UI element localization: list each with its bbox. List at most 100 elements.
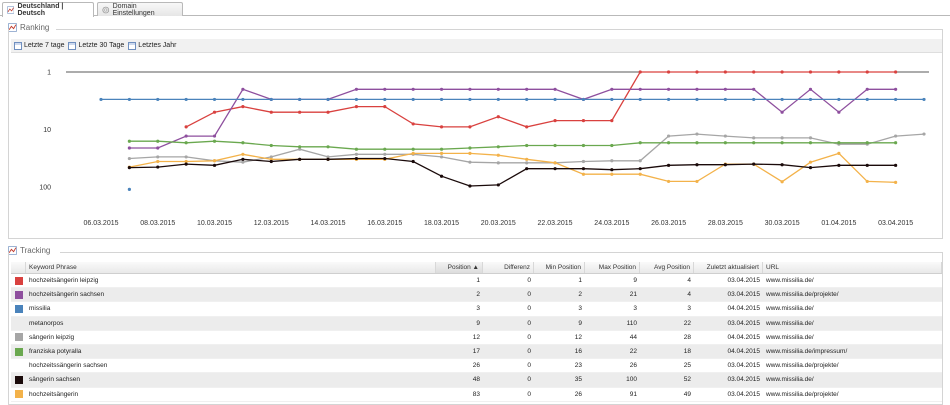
position-cell: 48: [472, 376, 480, 384]
data-point: [525, 161, 529, 165]
x-tick-label: 01.04.2015: [821, 220, 856, 227]
updated-cell: 03.04.2015: [727, 319, 760, 327]
series-swatch[interactable]: [14, 333, 23, 342]
data-point: [894, 134, 898, 138]
data-point: [525, 167, 529, 171]
tab-deutschland[interactable]: Deutschland | Deutsch: [2, 2, 94, 17]
table-row[interactable]: hochzeitsängerin leipzig 1 0 1 9 4 03.04.2015 w…: [11, 274, 942, 289]
chart-icon: [8, 23, 17, 32]
table-row[interactable]: sängerin sachsen 48 0 35 100 52 03.04.2015 www.…: [11, 373, 942, 388]
data-point: [326, 97, 330, 102]
data-point: [666, 134, 671, 138]
table-row[interactable]: hochzeitssängerin sachsen 26 0 23 26 25 03.04.…: [11, 359, 942, 374]
ranking-toolbar: Letzte 7 tage Letzte 30 Tage Letztes Jah…: [11, 39, 942, 53]
data-point: [156, 155, 160, 159]
min-cell: 12: [574, 333, 582, 341]
data-point: [269, 155, 273, 159]
data-point: [354, 87, 359, 91]
data-point: [212, 97, 217, 102]
col-position[interactable]: Position ▲: [436, 262, 483, 273]
col-min[interactable]: Min Position: [534, 262, 585, 273]
x-tick-label: 10.03.2015: [197, 220, 232, 227]
last-7-days-button[interactable]: Letzte 7 tage: [14, 41, 64, 50]
data-point: [894, 97, 898, 102]
data-point: [127, 166, 131, 170]
x-tick-label: 24.03.2015: [594, 220, 629, 227]
data-point: [298, 157, 302, 161]
data-point: [752, 141, 756, 145]
data-point: [496, 115, 500, 119]
button-label: Letztes Jahr: [138, 42, 177, 49]
data-point: [808, 97, 813, 102]
col-max[interactable]: Max Position: [585, 262, 640, 273]
series-swatch[interactable]: [14, 290, 23, 299]
last-year-button[interactable]: Letztes Jahr: [128, 41, 177, 50]
series-swatch[interactable]: [14, 304, 23, 313]
table-row[interactable]: metanorpos 9 0 9 110 22 03.04.2015 www.missilia…: [11, 316, 942, 331]
avg-cell: 25: [683, 362, 691, 370]
data-point: [241, 105, 245, 109]
tab-domain-einstellungen[interactable]: Domain Einstellungen: [97, 2, 183, 17]
data-point: [610, 97, 614, 102]
data-point: [922, 97, 926, 102]
x-tick-label: 14.03.2015: [311, 220, 346, 227]
min-cell: 23: [574, 362, 582, 370]
data-point: [610, 168, 614, 172]
series-swatch[interactable]: [14, 347, 23, 356]
data-point: [326, 145, 330, 149]
diff-cell: 0: [527, 362, 531, 370]
x-tick-label: 18.03.2015: [424, 220, 459, 227]
col-avg[interactable]: Avg Position: [640, 262, 694, 273]
data-point: [496, 97, 500, 102]
data-point: [865, 141, 869, 145]
series-swatch[interactable]: [14, 375, 23, 384]
data-point: [383, 152, 387, 156]
data-point: [156, 165, 160, 169]
data-point: [241, 97, 245, 102]
col-keyword[interactable]: Keyword Phrase: [26, 262, 436, 273]
series-color-cell: [11, 331, 26, 344]
data-point: [695, 163, 699, 167]
table-row[interactable]: missilia 3 0 3 3 3 04.04.2015 www.missilia.de/: [11, 302, 942, 317]
updated-cell: 03.04.2015: [727, 277, 760, 284]
data-point: [269, 110, 273, 114]
data-point: [468, 151, 472, 155]
data-point: [752, 162, 756, 166]
series-swatch[interactable]: [14, 276, 23, 285]
ranking-chart: 1 10 100 06.03.2015 08.03.2015 10.03.2015 12.0…: [39, 70, 929, 227]
data-point: [837, 141, 841, 145]
table-row[interactable]: sängerin leipzig 12 0 12 44 28 04.04.2015 www.m…: [11, 331, 942, 345]
max-cell: 44: [629, 333, 637, 341]
data-point: [865, 97, 869, 102]
keyword-cell: sängerin sachsen: [29, 376, 80, 384]
data-point: [894, 87, 898, 91]
data-point: [695, 97, 699, 102]
calendar-icon: [128, 41, 137, 50]
data-point: [127, 97, 131, 102]
data-point: [780, 180, 784, 184]
x-tick-label: 06.03.2015: [83, 220, 118, 227]
calendar-icon: [14, 41, 22, 50]
diff-cell: 0: [527, 390, 531, 398]
table-row[interactable]: franziska potyralla 17 0 16 22 18 04.04.2015 ww…: [11, 344, 942, 360]
data-point: [184, 159, 188, 164]
max-cell: 100: [626, 376, 637, 384]
data-point: [695, 141, 699, 145]
data-point: [837, 110, 841, 114]
series-swatch[interactable]: [14, 390, 23, 399]
url-cell: www.missilia.de/: [766, 305, 814, 313]
data-point: [269, 143, 273, 148]
position-cell: 2: [476, 291, 480, 299]
col-url[interactable]: URL: [763, 262, 942, 273]
data-point: [723, 87, 727, 91]
data-point: [241, 87, 245, 91]
table-row[interactable]: hochzeitsängerin 83 0 26 91 49 03.04.2015 www.m…: [11, 388, 942, 402]
y-tick-label: 10: [43, 127, 51, 134]
col-diff[interactable]: Differenz: [483, 262, 534, 273]
col-updated[interactable]: Zuletzt aktualisiert: [694, 262, 763, 273]
table-row[interactable]: hochzeitsängerin sachsen 2 0 2 21 4 03.04.2015…: [11, 288, 942, 303]
last-30-days-button[interactable]: Letzte 30 Tage: [68, 41, 124, 50]
data-point: [553, 87, 557, 91]
data-point: [638, 167, 642, 171]
series-line: [129, 140, 896, 150]
